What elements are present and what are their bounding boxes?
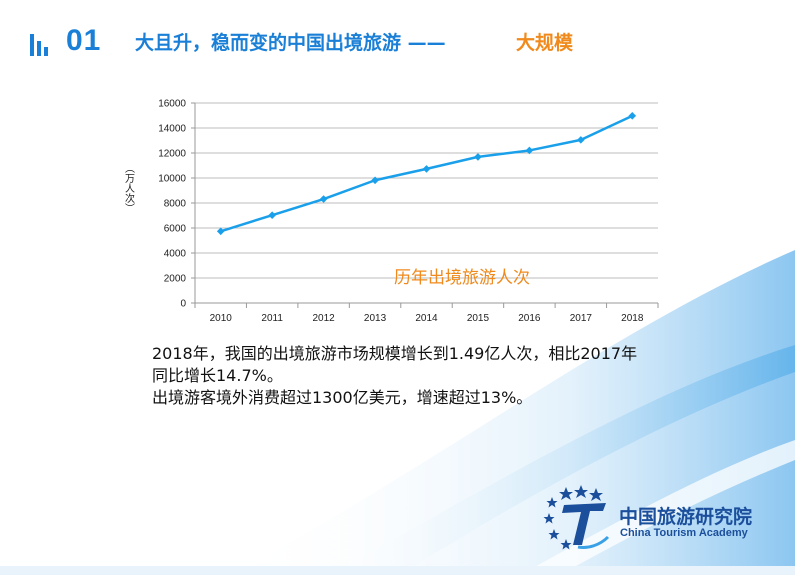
academy-name-en: China Tourism Academy	[620, 527, 748, 539]
data-point	[216, 227, 225, 236]
data-point	[577, 136, 585, 144]
y-tick-label: 4000	[164, 249, 187, 260]
y-axis-label: （万人次）	[123, 163, 135, 213]
x-tick-label: 2016	[518, 313, 541, 324]
section-bars-icon	[30, 32, 48, 56]
section-title-highlight: 大规模	[516, 32, 574, 54]
y-tick-label: 8000	[164, 199, 187, 210]
y-tick-label: 0	[180, 299, 186, 310]
x-tick-label: 2010	[210, 313, 233, 324]
section-title: 大且升，稳而变的中国出境旅游 ——	[135, 32, 446, 54]
chart-series	[216, 112, 637, 236]
summary-line: 2018年，我国的出境旅游市场规模增长到1.49亿人次，相比2017年	[152, 344, 638, 363]
academy-name-zh: 中国旅游研究院	[619, 506, 753, 528]
y-tick-label: 10000	[158, 174, 186, 185]
data-point	[474, 153, 482, 161]
x-tick-label: 2017	[570, 313, 593, 324]
x-tick-labels: 2010 2011 2012 2013 2014 2015 2016 2017 2018	[210, 313, 644, 324]
data-point	[422, 165, 431, 173]
y-tick-label: 14000	[158, 124, 186, 135]
summary-line: 出境游客境外消费超过1300亿美元，增速超过13%。	[152, 388, 533, 407]
summary-line: 同比增长14.7%。	[152, 366, 283, 385]
data-point	[525, 146, 534, 155]
data-point	[628, 112, 637, 120]
y-tick-label: 16000	[158, 99, 186, 110]
x-tick-label: 2014	[415, 313, 438, 324]
x-tick-label: 2011	[261, 313, 283, 324]
academy-logo-icon	[543, 485, 610, 550]
data-point	[371, 176, 379, 185]
y-tick-label: 12000	[158, 149, 186, 160]
x-tick-label: 2015	[467, 313, 490, 324]
x-tick-label: 2012	[312, 313, 335, 324]
summary-text: 2018年，我国的出境旅游市场规模增长到1.49亿人次，相比2017年 同比增长…	[152, 343, 712, 409]
data-point	[268, 211, 276, 219]
series-line	[220, 114, 633, 233]
y-tick-labels: 0 2000 4000 6000 8000 10000 12000 14000 16000	[158, 99, 186, 310]
y-tick-label: 6000	[164, 224, 187, 235]
x-tick-label: 2018	[621, 313, 644, 324]
data-point	[319, 195, 328, 203]
y-tick-label: 2000	[164, 274, 187, 285]
chart-gridlines	[191, 102, 659, 308]
chart-title: 历年出境旅游人次	[394, 268, 530, 288]
x-tick-label: 2013	[364, 313, 387, 324]
section-number: 01	[66, 24, 102, 57]
